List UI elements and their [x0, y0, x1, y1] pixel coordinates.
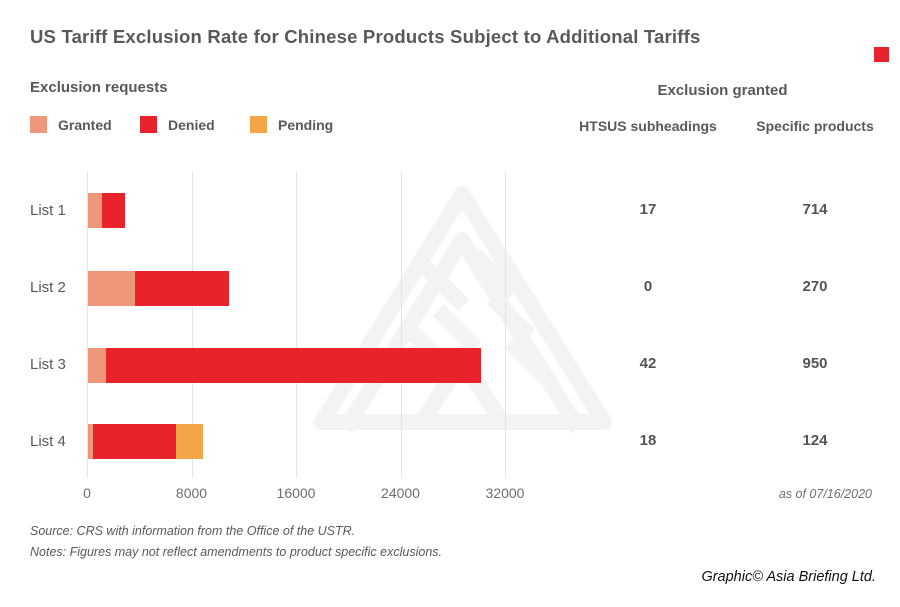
- bar-row-4: [88, 424, 203, 459]
- pending-color-swatch: [250, 116, 267, 133]
- notes-line: Notes: Figures may not reflect amendment…: [30, 545, 442, 559]
- credit-line: Graphic© Asia Briefing Ltd.: [701, 569, 876, 585]
- bar-segment-pending: [176, 424, 203, 459]
- column-header-specific-products: Specific products: [756, 118, 874, 134]
- htsus-subheadings-value: 18: [639, 431, 657, 449]
- legend-label-pending: Pending: [278, 116, 334, 133]
- column-header-htsus-subheadings: HTSUS subheadings: [579, 118, 717, 134]
- bar-segment-granted: [88, 347, 107, 383]
- x-axis-tick-label: 32000: [485, 485, 525, 501]
- bar-row-2: [88, 270, 230, 306]
- x-axis-tick-label: 24000: [381, 485, 420, 501]
- denied-color-swatch: [140, 116, 157, 133]
- category-label-3: List 3: [30, 356, 66, 373]
- bar-segment-denied: [101, 193, 125, 228]
- source-note: Source: CRS with information from the Of…: [30, 524, 356, 538]
- x-axis-tick-label: 16000: [276, 485, 316, 501]
- bar-segment-denied: [135, 270, 230, 306]
- chart-title: US Tariff Exclusion Rate for Chinese Pro…: [30, 26, 701, 47]
- gridline-x-24000: [400, 171, 402, 478]
- bar-row-3: [88, 347, 482, 383]
- left-section-header: Exclusion requests: [30, 79, 168, 96]
- bar-segment-granted: [88, 270, 136, 306]
- htsus-subheadings-value: 17: [639, 200, 657, 218]
- category-label-2: List 2: [30, 279, 66, 296]
- specific-products-value: 124: [802, 431, 828, 449]
- gridline-x-16000: [296, 171, 297, 478]
- legend-label-granted: Granted: [58, 116, 112, 133]
- gridline-x-32000: [505, 171, 506, 478]
- legend-label-denied: Denied: [168, 116, 215, 133]
- bar-segment-granted: [88, 193, 102, 228]
- right-section-header: Exclusion granted: [657, 82, 788, 99]
- legend-item-denied: Denied: [140, 116, 215, 133]
- legend: Granted Denied Pending: [30, 116, 390, 134]
- bar-chart-plot-area: [87, 171, 528, 478]
- specific-products-value: 270: [802, 278, 828, 295]
- htsus-subheadings-value: 42: [639, 355, 657, 372]
- gridline-x-8000: [191, 171, 193, 478]
- x-axis-tick-label: 0: [83, 485, 91, 501]
- gridline-x-0: [87, 171, 88, 478]
- bar-segment-denied: [106, 347, 482, 383]
- category-label-4: List 4: [30, 432, 66, 450]
- bar-row-1: [88, 193, 125, 228]
- htsus-subheadings-value: 0: [643, 278, 653, 295]
- granted-color-swatch: [30, 116, 47, 133]
- legend-item-pending: Pending: [250, 116, 333, 133]
- bar-segment-denied: [93, 424, 177, 459]
- bar-segment-granted: [88, 424, 94, 459]
- specific-products-value: 950: [802, 355, 828, 372]
- x-axis-tick-label: 8000: [175, 485, 208, 501]
- legend-item-granted: Granted: [30, 116, 112, 133]
- specific-products-value: 714: [802, 200, 828, 218]
- as-of-date: as of 07/16/2020: [778, 487, 872, 501]
- category-label-1: List 1: [30, 201, 66, 219]
- brand-mark-red-square: [874, 47, 889, 62]
